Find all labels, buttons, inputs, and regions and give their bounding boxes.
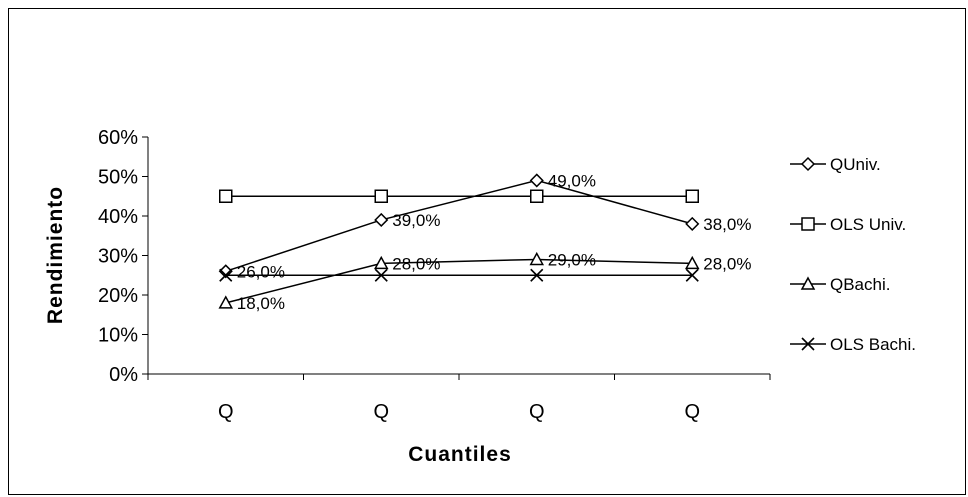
legend-marker — [800, 156, 816, 172]
data-label: 26,0% — [237, 262, 285, 281]
data-point — [529, 251, 545, 266]
data-point — [684, 255, 700, 270]
data-label: 49,0% — [548, 171, 596, 190]
y-tick-label: 0% — [109, 364, 138, 386]
x-axis-title: Cuantiles — [408, 443, 512, 466]
chart-frame — [8, 8, 966, 495]
legend-label: QUniv. — [830, 155, 881, 174]
data-point — [373, 255, 389, 270]
data-label: 39,0% — [392, 211, 440, 230]
legend-item: QUniv. — [790, 155, 881, 174]
series-qbachi — [218, 251, 700, 309]
legend-label: OLS Univ. — [830, 215, 906, 234]
y-tick-label: 40% — [98, 206, 138, 228]
data-label: 38,0% — [703, 215, 751, 234]
data-point — [530, 268, 544, 282]
data-label: 28,0% — [392, 254, 440, 273]
y-axis-title: Rendimiento — [44, 186, 67, 324]
data-point — [529, 173, 544, 188]
series-ols-univ — [219, 189, 699, 203]
data-label: 18,0% — [237, 294, 285, 313]
series-quniv — [218, 173, 700, 279]
data-point — [374, 212, 389, 228]
series-ols-bachi — [219, 268, 699, 282]
y-tick-label: 10% — [98, 325, 138, 347]
data-point — [374, 268, 388, 282]
y-tick-label: 60% — [98, 127, 138, 149]
legend-marker — [801, 337, 815, 351]
legend-label: OLS Bachi. — [830, 335, 916, 354]
legend-label: QBachi. — [830, 275, 890, 294]
legend-marker — [801, 217, 815, 231]
x-tick-label: Q — [684, 401, 700, 423]
legend-marker — [800, 276, 816, 290]
x-tick-label: Q — [373, 401, 389, 423]
data-point — [374, 189, 388, 203]
y-tick-label: 20% — [98, 285, 138, 307]
series-line — [225, 179, 693, 273]
series-line — [225, 258, 693, 304]
data-point — [685, 189, 699, 203]
data-labels: 26,0% 39,0% 49,0% 38,0% 18,0% 28,0% 29,0% 28,0% — [237, 171, 752, 312]
legend-item: OLS Univ. — [790, 215, 906, 234]
series-layer — [218, 173, 700, 309]
data-point — [218, 264, 233, 279]
data-point — [219, 189, 233, 203]
data-point — [685, 216, 700, 231]
legend-item: QBachi. — [790, 275, 890, 294]
data-point — [219, 268, 233, 282]
y-tick-label: 30% — [98, 246, 138, 268]
data-point — [685, 268, 699, 282]
legend-item: OLS Bachi. — [790, 335, 916, 354]
data-label: 28,0% — [703, 254, 751, 273]
data-point — [530, 189, 544, 203]
data-label: 29,0% — [548, 250, 596, 269]
data-point — [218, 295, 234, 309]
x-tick-label: Q — [218, 401, 234, 423]
y-tick-label: 50% — [98, 167, 138, 189]
axes: 0% 10% 20% 30% 40% 50% 60% Q Q Q Q — [98, 127, 771, 423]
legend: QUniv. OLS Univ. QBachi. OLS Bachi. — [790, 155, 916, 354]
x-tick-label: Q — [529, 401, 545, 423]
